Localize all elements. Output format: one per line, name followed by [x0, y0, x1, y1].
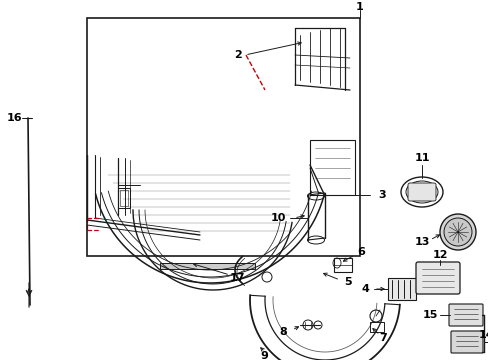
- Text: 16: 16: [7, 113, 23, 123]
- Text: 4: 4: [360, 284, 368, 294]
- Text: 13: 13: [413, 237, 429, 247]
- Text: 14: 14: [478, 330, 488, 340]
- Bar: [309, 140, 354, 195]
- Text: 10: 10: [270, 213, 285, 223]
- Ellipse shape: [439, 214, 475, 250]
- Text: 7: 7: [378, 333, 386, 343]
- Text: 15: 15: [422, 310, 437, 320]
- Bar: [87, 18, 359, 256]
- Bar: [120, 190, 128, 206]
- Text: 2: 2: [234, 50, 242, 60]
- FancyBboxPatch shape: [450, 331, 482, 353]
- Text: 6: 6: [356, 247, 364, 257]
- Text: 9: 9: [260, 351, 267, 360]
- Text: 12: 12: [431, 250, 447, 260]
- FancyBboxPatch shape: [407, 183, 435, 201]
- Text: 11: 11: [413, 153, 429, 163]
- Text: 8: 8: [279, 327, 286, 337]
- Text: 5: 5: [344, 277, 351, 287]
- Bar: [387, 278, 415, 300]
- Text: 1: 1: [355, 2, 363, 12]
- FancyBboxPatch shape: [448, 304, 482, 326]
- FancyBboxPatch shape: [415, 262, 459, 294]
- Bar: [118, 188, 130, 208]
- Bar: [369, 322, 383, 332]
- Bar: [160, 263, 254, 269]
- Text: 3: 3: [377, 190, 385, 200]
- Text: 17: 17: [229, 273, 244, 283]
- Ellipse shape: [443, 218, 471, 246]
- Bar: [333, 258, 351, 272]
